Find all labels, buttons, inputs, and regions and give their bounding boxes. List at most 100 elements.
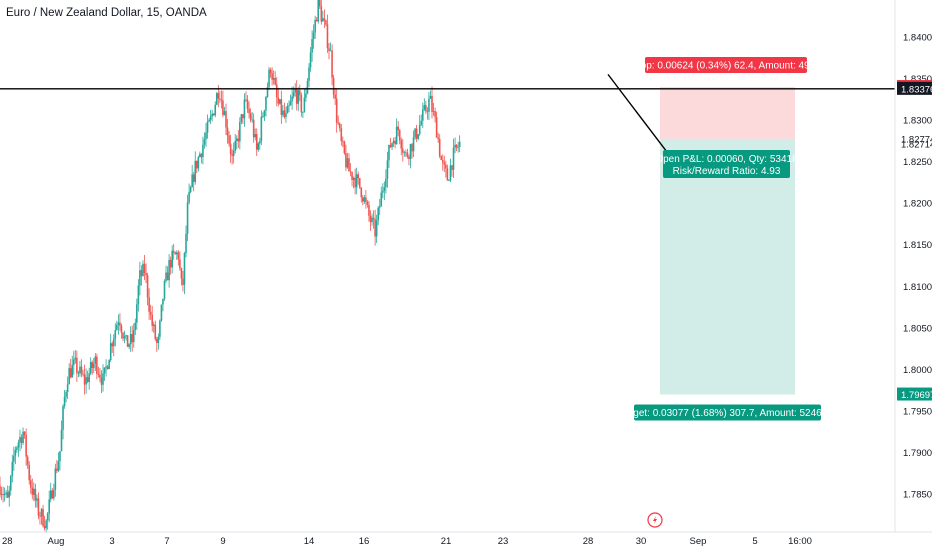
candle-body [240,114,243,122]
candle-body [257,143,260,150]
candle-body [26,456,29,465]
candle-body [360,187,363,198]
candle-body [22,431,24,444]
candle-body [72,359,75,365]
price-label: 1.83376 [897,81,932,95]
candle-body [234,140,237,151]
price-tick-label: 1.80000 [903,365,932,376]
candle-body [68,368,70,385]
candle-body [96,356,98,374]
candle-body [172,250,175,253]
candle-body [309,52,312,68]
candle-body [277,97,280,104]
candle-body [331,50,333,78]
stop-label: Stop: 0.00624 (0.34%) 62.4, Amount: 4950 [631,57,821,74]
candle-body [323,18,326,21]
candle-body [33,488,35,495]
candle-body [143,263,146,274]
candle-body [385,178,387,187]
candle-body [352,177,355,180]
candle-body [305,93,307,98]
candle-body [140,270,143,276]
candle-body [28,464,31,481]
candle-body [398,130,401,141]
candle-body [443,162,446,165]
candle-body [142,263,144,276]
time-tick-label: 23 [498,536,509,547]
time-tick-label: 28 [2,536,13,547]
candle-body [445,164,447,169]
candle-body [159,320,161,337]
candle-body [322,18,324,22]
price-label: 1.82714 [901,139,932,150]
candle-body [14,449,17,456]
candle-body [220,99,223,101]
candle-body [351,172,353,180]
candle-body [111,343,114,347]
time-tick-label: 28 [583,536,594,547]
candle-body [391,143,393,148]
candle-body [99,374,101,378]
price-label-text: 1.82774 [901,134,932,145]
candle-body [438,139,441,157]
candle-body [332,77,335,95]
price-tick-label: 1.81500 [903,240,932,251]
candle-body [231,154,233,156]
candle-body [418,124,421,135]
candle-body [348,158,350,172]
candle-body [440,156,443,160]
candle-body [119,322,121,326]
candle-body [219,98,221,100]
candle-body [203,139,206,145]
candle-body [103,367,106,374]
candle-body [329,50,332,52]
price-label: 1.79697 [897,387,932,401]
candle-body [182,278,184,285]
candle-body [335,98,338,123]
candle-body [191,174,193,188]
candle-body [199,153,201,158]
candle-body [195,160,198,169]
candle-body [437,137,439,140]
candle-body [42,508,44,526]
candle-body [375,220,378,237]
candle-body [382,190,384,193]
candle-body [291,96,293,102]
candle-body [209,116,212,120]
candle-body [383,186,386,191]
price-tick-label: 1.78500 [903,490,932,501]
candle-body [188,192,190,203]
pnl-label: Open P&L: 0.00060, Qty: 53418Risk/Reward… [655,150,798,178]
candle-body [346,158,349,168]
candle-body [126,335,129,347]
candle-body [157,336,160,343]
lightning-icon[interactable] [647,512,663,528]
candle-body [17,442,20,448]
candle-body [297,90,300,104]
candle-body [215,93,218,105]
candle-body [53,489,55,499]
candle-body [13,455,15,462]
candle-body [295,88,298,104]
candle-body [179,259,181,269]
candle-body [114,329,117,339]
candle-body [162,298,164,305]
candle-body [425,105,427,112]
candle-body [132,329,135,343]
time-tick-label: 16 [359,536,370,547]
candle-body [202,144,204,158]
candle-body [409,144,412,160]
candle-body [146,275,149,298]
candle-body [254,134,257,138]
candle-body [151,314,154,326]
candle-body [116,324,118,330]
candle-body [149,311,152,315]
price-label-text: 1.83376 [901,84,932,95]
candle-body [311,39,313,53]
candle-body [395,126,398,145]
candle-body [63,396,66,407]
candle-body [271,73,273,80]
candle-body [79,366,81,373]
